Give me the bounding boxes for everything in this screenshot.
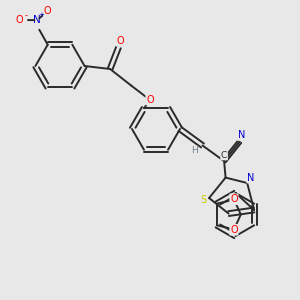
Text: +: +: [38, 12, 44, 18]
Text: O: O: [44, 6, 52, 16]
Text: O: O: [146, 94, 154, 105]
Text: S: S: [200, 195, 206, 206]
Text: N: N: [33, 15, 41, 25]
Text: H: H: [191, 146, 197, 155]
Text: O: O: [230, 194, 238, 204]
Text: O: O: [15, 15, 23, 25]
Text: O: O: [116, 36, 124, 46]
Text: N: N: [247, 172, 254, 183]
Text: N: N: [238, 130, 245, 140]
Text: -: -: [25, 11, 28, 20]
Text: C: C: [221, 151, 227, 160]
Text: O: O: [230, 225, 238, 235]
